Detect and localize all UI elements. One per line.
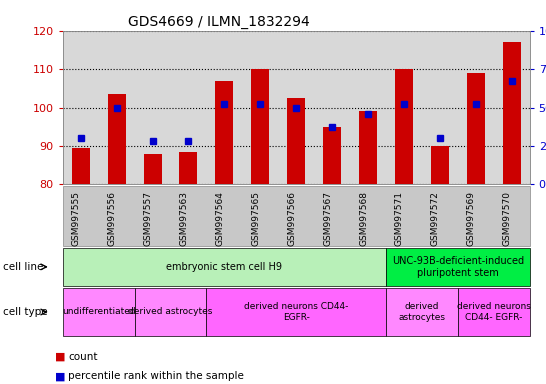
Text: cell line: cell line <box>3 262 43 272</box>
Text: derived neurons CD44-
EGFR-: derived neurons CD44- EGFR- <box>244 302 348 322</box>
Text: UNC-93B-deficient-induced
pluripotent stem: UNC-93B-deficient-induced pluripotent st… <box>391 256 524 278</box>
Text: GSM997572: GSM997572 <box>431 191 440 246</box>
Text: undifferentiated: undifferentiated <box>62 308 135 316</box>
Text: GSM997555: GSM997555 <box>72 191 81 246</box>
Text: count: count <box>68 352 98 362</box>
Text: derived astrocytes: derived astrocytes <box>128 308 213 316</box>
Bar <box>323 127 341 184</box>
Bar <box>108 94 126 184</box>
Bar <box>467 73 485 184</box>
Text: GSM997563: GSM997563 <box>180 191 188 246</box>
Text: GSM997564: GSM997564 <box>215 191 224 246</box>
Bar <box>251 69 269 184</box>
Bar <box>144 154 162 184</box>
Text: GSM997571: GSM997571 <box>395 191 404 246</box>
Text: GSM997568: GSM997568 <box>359 191 368 246</box>
Bar <box>216 81 233 184</box>
Text: embryonic stem cell H9: embryonic stem cell H9 <box>167 262 282 272</box>
Text: GSM997569: GSM997569 <box>467 191 476 246</box>
Text: percentile rank within the sample: percentile rank within the sample <box>68 371 244 381</box>
Text: ■: ■ <box>55 371 65 381</box>
Text: GSM997567: GSM997567 <box>323 191 332 246</box>
Bar <box>395 69 413 184</box>
Bar <box>180 152 198 184</box>
Bar <box>72 148 90 184</box>
Text: GSM997570: GSM997570 <box>503 191 512 246</box>
Text: GSM997556: GSM997556 <box>108 191 117 246</box>
Text: ■: ■ <box>55 352 65 362</box>
Bar <box>359 111 377 184</box>
Text: GDS4669 / ILMN_1832294: GDS4669 / ILMN_1832294 <box>128 15 309 29</box>
Text: derived
astrocytes: derived astrocytes <box>399 302 446 322</box>
Text: derived neurons
CD44- EGFR-: derived neurons CD44- EGFR- <box>457 302 531 322</box>
Bar <box>503 42 521 184</box>
Bar <box>287 98 305 184</box>
Text: GSM997557: GSM997557 <box>144 191 152 246</box>
Text: GSM997565: GSM997565 <box>251 191 260 246</box>
Bar <box>431 146 449 184</box>
Text: cell type: cell type <box>3 307 48 317</box>
Text: GSM997566: GSM997566 <box>287 191 296 246</box>
